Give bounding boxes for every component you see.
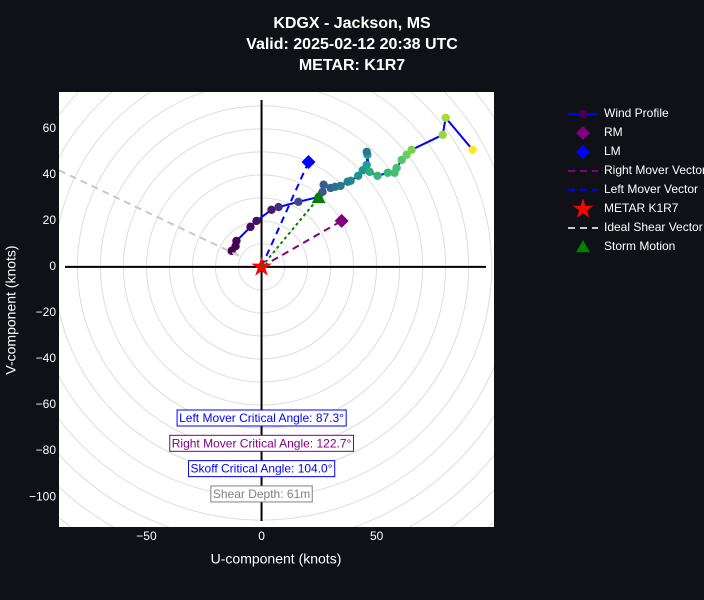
series-line: [59, 169, 242, 258]
annotation-box: [188, 460, 336, 478]
legend-label: Storm Motion: [604, 239, 675, 253]
data-point: [336, 181, 345, 191]
data-point: [246, 222, 255, 232]
x-tick-label: 0: [258, 529, 265, 543]
annotation: Skoff Critical Angle: 104.0°: [191, 462, 333, 476]
legend-label: LM: [604, 144, 621, 158]
legend-label: Left Mover Vector: [604, 182, 698, 196]
data-point: [362, 147, 371, 157]
legend-label: Ideal Shear Vector: [604, 220, 703, 234]
y-tick-label: −20: [36, 305, 57, 319]
y-tick-label: −80: [36, 443, 57, 457]
x-tick-label: −50: [136, 529, 157, 543]
annotation-box: [176, 409, 347, 427]
legend-symbol: [576, 145, 590, 159]
x-axis-label: U-component (knots): [211, 551, 342, 567]
data-point: [362, 160, 371, 170]
y-tick-label: −40: [36, 351, 57, 365]
y-tick-label: 60: [43, 121, 57, 135]
chart-title: METAR: K1R7: [299, 57, 405, 74]
data-point: [301, 154, 316, 169]
annotation: Left Mover Critical Angle: 87.3°: [179, 411, 344, 425]
legend-symbol: [578, 109, 588, 119]
annotation-box: [210, 485, 313, 503]
legend-label: Right Mover Vector: [604, 163, 704, 177]
data-point: [232, 236, 241, 246]
data-point: [354, 171, 363, 180]
data-point: [274, 202, 283, 212]
y-tick-label: −100: [29, 489, 56, 503]
chart-title: Valid: 2025-02-12 20:38 UTC: [246, 36, 458, 53]
data-point: [267, 205, 276, 215]
data-point: [319, 180, 328, 189]
annotation: Right Mover Critical Angle: 122.7°: [172, 436, 352, 450]
data-point: [294, 197, 303, 206]
series-line: [260, 197, 320, 268]
data-point: [318, 187, 327, 197]
y-tick-label: 40: [43, 167, 57, 181]
data-point: [441, 113, 450, 122]
y-tick-label: 20: [43, 213, 57, 227]
chart-title: KDGX - Jackson, MS: [273, 15, 431, 32]
legend-label: Wind Profile: [604, 106, 669, 120]
data-point: [468, 145, 477, 154]
data-point: [365, 167, 374, 177]
y-tick-label: 0: [49, 259, 56, 273]
y-tick-label: −60: [36, 397, 57, 411]
data-point: [346, 176, 355, 186]
annotation: Shear Depth: 61m: [213, 487, 310, 501]
data-point: [407, 145, 416, 154]
data-point: [392, 163, 401, 173]
legend-symbol: [572, 198, 594, 218]
data-point: [383, 168, 392, 177]
y-axis-label: V-component (knots): [3, 245, 19, 374]
data-point: [438, 130, 447, 140]
annotation-box: [169, 434, 355, 452]
legend-label: METAR K1R7: [604, 201, 679, 215]
legend-symbol: [576, 240, 590, 253]
legend-symbol: [576, 126, 590, 140]
data-point: [334, 213, 349, 228]
data-point: [252, 216, 261, 226]
data-point: [311, 190, 326, 204]
data-point: [373, 171, 382, 180]
x-tick-label: 50: [370, 529, 384, 543]
series-line: [261, 220, 343, 268]
plot-background: [59, 92, 494, 527]
legend-label: RM: [604, 125, 623, 139]
